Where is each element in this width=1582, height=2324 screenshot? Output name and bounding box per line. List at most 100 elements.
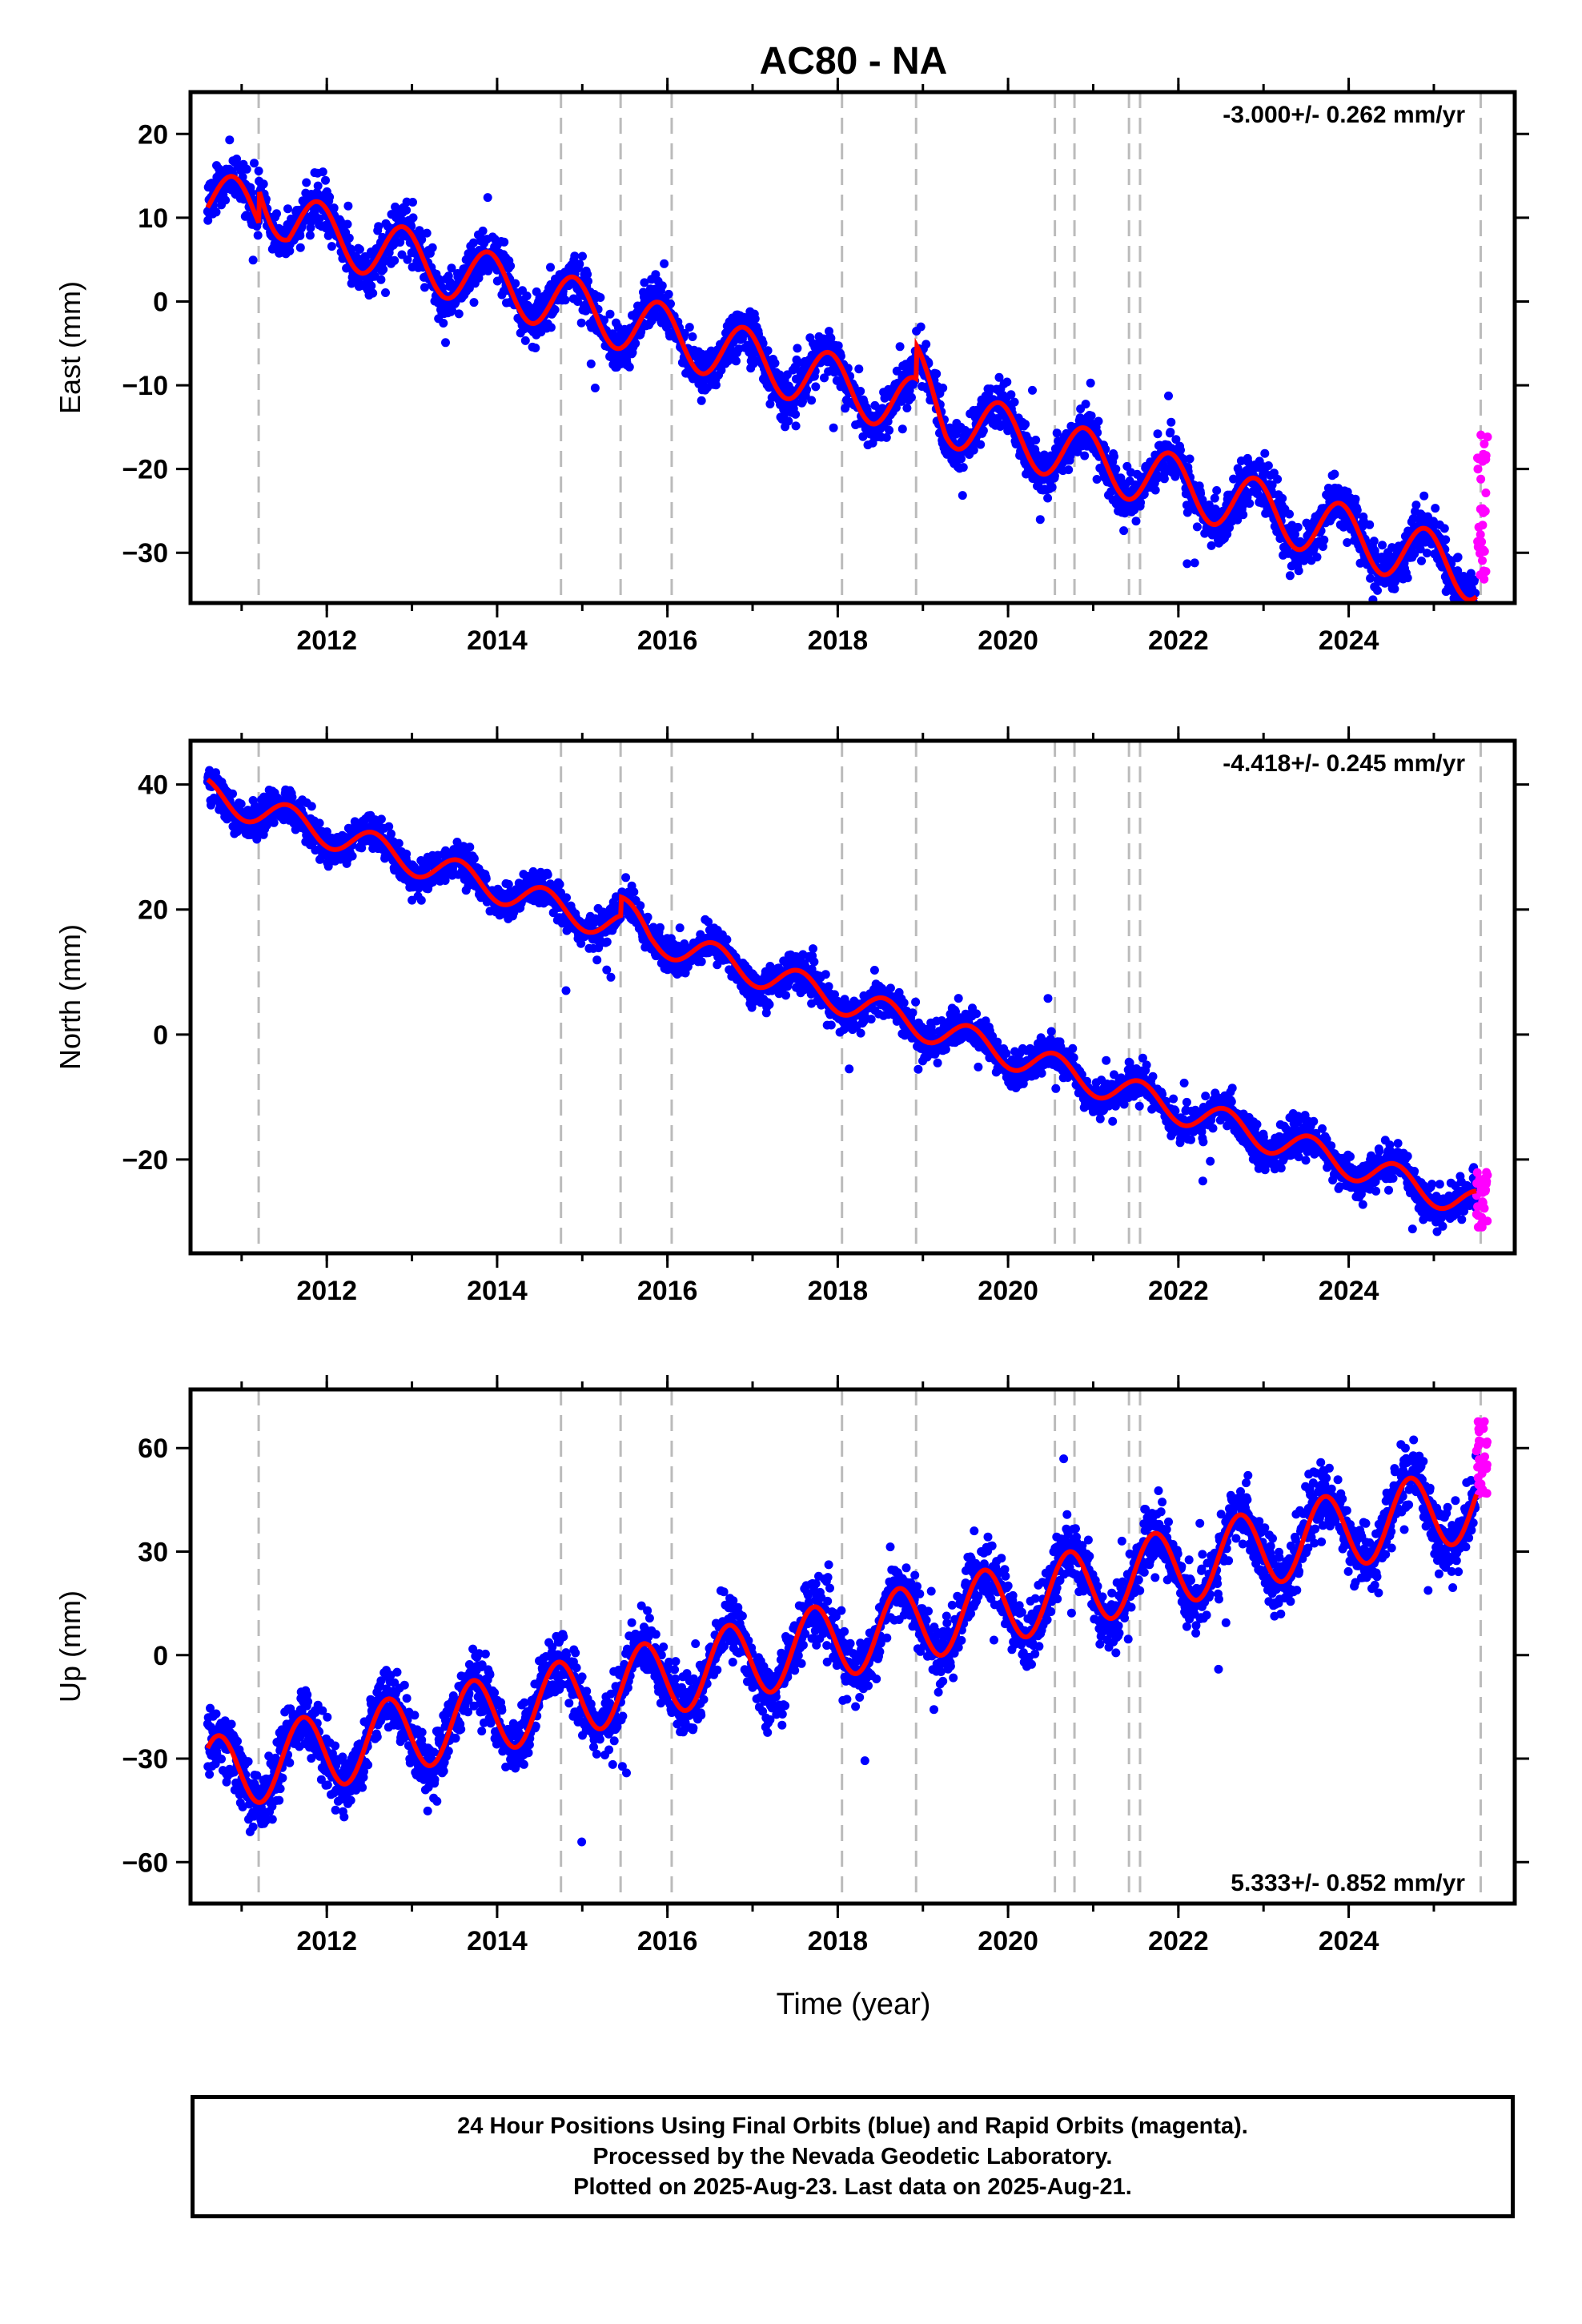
final-orbit-point — [561, 986, 571, 995]
final-orbit-point — [664, 289, 673, 299]
final-orbit-point — [318, 167, 327, 177]
final-orbit-point — [417, 235, 427, 244]
final-orbit-point — [575, 259, 584, 269]
final-orbit-point — [711, 380, 721, 390]
final-orbit-point — [483, 193, 492, 203]
final-orbit-point — [570, 251, 580, 261]
final-orbit-point — [640, 278, 649, 287]
final-orbit-point — [305, 231, 315, 240]
final-orbit-point — [1081, 400, 1090, 409]
y-axis-label: East (mm) — [54, 281, 86, 414]
rapid-orbit-point — [1478, 504, 1488, 513]
final-orbit-point — [259, 179, 268, 189]
final-orbit-point — [1471, 605, 1480, 614]
final-orbit-point — [897, 396, 906, 406]
final-orbit-point — [802, 385, 812, 394]
y-tick-label: −10 — [122, 371, 168, 401]
final-orbit-point — [1233, 515, 1243, 525]
final-orbit-point — [791, 421, 801, 431]
final-orbit-point — [843, 364, 853, 373]
final-orbit-point — [1267, 480, 1277, 489]
rapid-orbit-point — [1476, 474, 1486, 484]
final-orbit-point — [602, 965, 612, 975]
final-orbit-point — [784, 416, 793, 426]
final-orbit-point — [1176, 445, 1185, 455]
final-orbit-point — [1410, 549, 1419, 559]
final-orbit-point — [1166, 417, 1176, 427]
final-orbit-point — [1086, 411, 1096, 420]
final-orbit-point — [269, 818, 279, 827]
final-orbit-point — [1028, 385, 1037, 395]
final-orbit-point — [367, 281, 376, 291]
final-orbit-point — [1273, 474, 1283, 484]
final-orbit-point — [1153, 429, 1162, 439]
final-orbit-point — [283, 204, 292, 214]
final-orbit-point — [631, 339, 640, 348]
final-orbit-point — [1035, 515, 1045, 525]
final-orbit-point — [1471, 589, 1480, 598]
final-orbit-point — [374, 222, 383, 231]
final-orbit-point — [660, 259, 669, 268]
final-orbit-point — [1178, 454, 1188, 464]
x-tick-label: 2024 — [1319, 625, 1379, 656]
final-orbit-point — [1466, 569, 1476, 578]
final-orbit-point — [717, 365, 726, 375]
final-orbit-point — [957, 454, 966, 464]
final-orbit-point — [1064, 465, 1074, 475]
final-orbit-point — [1294, 566, 1303, 576]
final-orbit-point — [520, 336, 530, 345]
rapid-orbit-point — [1478, 556, 1487, 565]
x-tick-label: 2016 — [637, 625, 698, 656]
final-orbit-point — [811, 382, 821, 392]
final-orbit-point — [343, 201, 353, 211]
final-orbit-point — [272, 209, 281, 219]
final-orbit-point — [606, 972, 616, 982]
rapid-orbit-point — [1479, 545, 1488, 555]
final-orbit-point — [555, 879, 564, 889]
final-orbit-point — [596, 293, 605, 302]
final-orbit-point — [976, 440, 986, 449]
final-orbit-point — [938, 384, 948, 392]
final-orbit-point — [408, 198, 417, 207]
final-orbit-point — [854, 364, 864, 374]
final-orbit-point — [994, 372, 1004, 382]
final-orbit-point — [1245, 499, 1255, 509]
x-tick-label: 2020 — [978, 625, 1038, 656]
final-orbit-point — [376, 275, 386, 284]
final-orbit-point — [688, 332, 697, 341]
final-orbit-point — [573, 297, 582, 306]
final-orbit-point — [1207, 541, 1216, 550]
final-orbit-point — [1086, 378, 1095, 388]
final-orbit-point — [564, 281, 573, 291]
final-orbit-point — [402, 206, 412, 215]
final-orbit-point — [295, 231, 305, 240]
final-orbit-point — [1464, 608, 1472, 617]
final-orbit-point — [511, 279, 520, 288]
final-orbit-point — [770, 359, 780, 368]
final-orbit-point — [978, 426, 988, 436]
final-orbit-point — [1136, 498, 1146, 507]
final-orbit-point — [891, 403, 901, 412]
final-orbit-point — [1351, 494, 1360, 504]
final-orbit-point — [856, 387, 865, 396]
x-tick-label: 2012 — [296, 625, 357, 656]
final-orbit-point — [1373, 585, 1382, 595]
final-orbit-point — [958, 491, 967, 501]
final-orbit-point — [439, 319, 448, 328]
final-orbit-point — [1010, 397, 1019, 407]
final-orbit-point — [1461, 610, 1470, 619]
final-orbit-point — [285, 246, 295, 255]
final-orbit-point — [236, 799, 246, 809]
final-orbit-point — [481, 874, 491, 883]
rate-label: -3.000+/- 0.262 mm/yr — [1223, 102, 1465, 128]
final-orbit-point — [344, 233, 354, 243]
final-orbit-point — [408, 213, 418, 223]
final-orbit-point — [232, 155, 242, 163]
final-orbit-point — [833, 341, 843, 351]
plot-area — [203, 741, 1492, 1253]
model-curve — [205, 174, 1479, 603]
final-orbit-point — [1094, 416, 1103, 426]
final-orbit-point — [1462, 605, 1471, 613]
final-orbit-point — [858, 432, 868, 441]
final-orbit-point — [1110, 452, 1118, 461]
